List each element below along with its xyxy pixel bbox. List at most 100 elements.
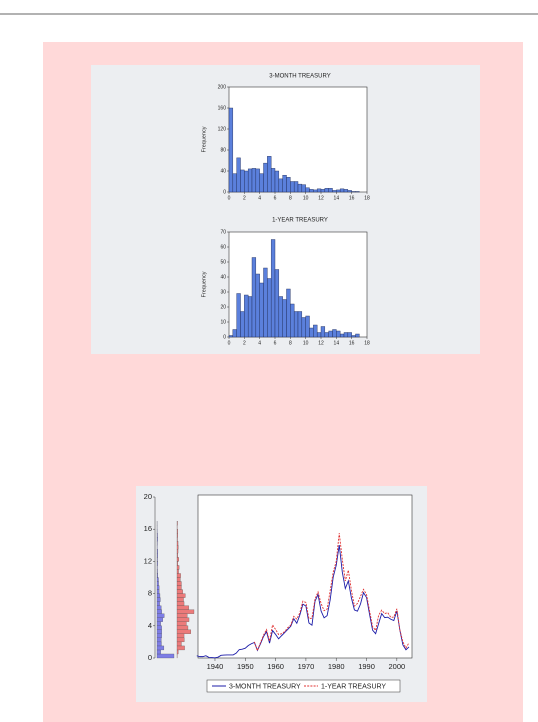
- marginal-bar: [176, 573, 181, 578]
- x-tick-label: 14: [334, 195, 340, 201]
- legend-label: 1-YEAR TREASURY: [321, 683, 386, 690]
- marginal-bar: [156, 549, 158, 554]
- histogram-bar: [309, 189, 314, 193]
- marginal-bar: [176, 537, 178, 542]
- marginal-bar: [176, 617, 190, 622]
- histogram-bar: [278, 178, 283, 193]
- marginal-bar: [156, 537, 158, 542]
- y-tick-label: 50: [220, 259, 226, 265]
- x-tick-label: 0: [228, 195, 231, 201]
- histogram-bar: [236, 157, 241, 193]
- y-tick-label: 80: [220, 147, 226, 153]
- x-tick-label: 1990: [358, 662, 375, 671]
- x-tick-label: 2: [243, 340, 246, 346]
- histogram-bar: [301, 317, 306, 338]
- marginal-bar: [156, 581, 159, 586]
- histogram-bar: [259, 173, 264, 193]
- marginal-bar: [156, 625, 162, 630]
- marginal-bar: [156, 573, 158, 578]
- y-tick-label: 0: [148, 653, 152, 662]
- marginal-bar: [156, 609, 162, 614]
- histogram-bar: [301, 184, 306, 193]
- marginal-bar: [156, 617, 163, 622]
- x-tick-label: 16: [349, 340, 355, 346]
- histogram-bar: [228, 335, 234, 338]
- histogram-bar: [247, 168, 253, 193]
- histogram-bar: [240, 169, 245, 193]
- marginal-bar: [156, 577, 159, 582]
- marginal-bar: [176, 549, 179, 554]
- y-tick-label: 120: [218, 126, 227, 132]
- histogram-bar: [240, 311, 245, 338]
- histogram-bar: [232, 329, 237, 338]
- marginal-bar: [156, 621, 161, 626]
- x-tick-label: 4: [258, 340, 261, 346]
- x-tick-label: 1950: [237, 662, 254, 671]
- histogram-bar: [339, 188, 345, 193]
- x-tick-label: 0: [228, 340, 231, 346]
- marginal-bar: [176, 533, 178, 538]
- histogram-bar: [332, 329, 337, 338]
- histogram-bar: [286, 177, 291, 193]
- histogram-bar: [297, 311, 303, 338]
- marginal-bar: [156, 589, 160, 594]
- histogram-bar: [339, 333, 345, 338]
- histogram-bar: [244, 170, 249, 193]
- x-tick-label: 18: [364, 340, 370, 346]
- histogram-bar: [228, 107, 234, 193]
- marginal-bar: [156, 641, 162, 647]
- x-tick-label: 1940: [207, 662, 224, 671]
- marginal-bar: [176, 649, 179, 655]
- x-tick-label: 1960: [267, 662, 284, 671]
- histogram-bar: [347, 190, 352, 193]
- y-tick-label: 200: [218, 84, 227, 90]
- marginal-bar: [176, 561, 178, 566]
- histogram-bar: [336, 330, 341, 338]
- marginal-bar: [176, 597, 184, 602]
- legend-box: [206, 679, 401, 693]
- histogram-bar: [324, 332, 329, 338]
- histogram-bar: [282, 299, 287, 338]
- histogram-bar: [244, 294, 249, 338]
- histogram-bar: [274, 170, 280, 193]
- marginal-bar: [176, 637, 185, 643]
- marginal-bar: [156, 569, 158, 574]
- histogram-bar: [351, 335, 356, 338]
- histogram-bar: [328, 330, 333, 338]
- histogram-bar: [290, 181, 295, 193]
- marginal-bar: [176, 585, 182, 590]
- y-tick-label: 0: [223, 334, 226, 340]
- histogram-bar: [293, 311, 299, 338]
- histogram-bar: [347, 332, 352, 338]
- marginal-bar: [176, 565, 180, 570]
- y-tick-label: 10: [220, 319, 226, 325]
- marginal-bar: [176, 629, 191, 634]
- marginal-bar: [176, 645, 185, 651]
- marginal-bar: [176, 605, 189, 610]
- marginal-bar: [156, 645, 165, 651]
- series-line: [253, 533, 410, 652]
- histogram-bar: [270, 168, 276, 193]
- marginal-bar: [156, 597, 161, 602]
- histogram-bar: [251, 168, 257, 193]
- marginal-bar: [156, 649, 161, 655]
- histogram-bar: [278, 296, 283, 338]
- x-tick-label: 2: [243, 195, 246, 201]
- marginal-bar: [176, 569, 179, 574]
- x-tick-label: 8: [289, 340, 292, 346]
- x-tick-label: 6: [274, 340, 277, 346]
- marginal-bar: [156, 605, 162, 610]
- y-tick-label: 70: [220, 229, 226, 235]
- histogram-bar: [255, 168, 260, 193]
- y-tick-label: 60: [220, 244, 226, 250]
- marginal-bar: [176, 541, 179, 546]
- marginal-bar: [176, 577, 181, 582]
- marginal-bar: [156, 533, 158, 538]
- x-tick-label: 14: [334, 340, 340, 346]
- histogram-bar: [351, 191, 356, 193]
- marginal-bar: [176, 521, 178, 526]
- plot-area: [197, 494, 413, 659]
- marginal-bar: [156, 633, 162, 638]
- histogram-bar: [297, 183, 303, 193]
